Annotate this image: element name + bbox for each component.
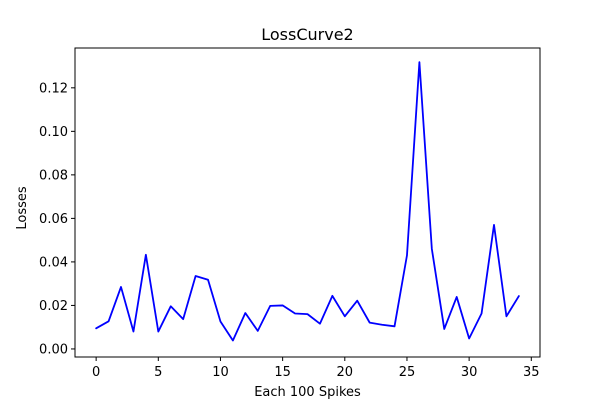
y-tick-label: 0.00 <box>39 342 68 357</box>
x-tick-label: 10 <box>212 365 229 380</box>
x-tick-label: 0 <box>92 365 100 380</box>
x-tick-label: 25 <box>399 365 416 380</box>
x-tick-label: 30 <box>461 365 478 380</box>
y-tick-label: 0.04 <box>39 255 68 270</box>
plot-frame <box>74 47 541 358</box>
y-axis-label: Losses <box>15 186 30 230</box>
y-tick-label: 0.12 <box>39 81 68 96</box>
y-tick-label: 0.02 <box>39 299 68 314</box>
y-tick-label: 0.10 <box>39 125 68 140</box>
x-axis-label: Each 100 Spikes <box>254 385 361 400</box>
x-tick-label: 20 <box>337 365 354 380</box>
y-tick-label: 0.08 <box>39 168 68 183</box>
axes: 0 5 10 15 20 25 30 35 0.00 0.02 0.04 0.06 0.08 0.10 0.… <box>39 47 541 380</box>
x-tick-label: 35 <box>523 365 540 380</box>
chart-title: LossCurve2 <box>261 25 353 44</box>
x-tick-label: 15 <box>274 365 291 380</box>
series-line-0 <box>95 61 520 342</box>
y-tick-label: 0.06 <box>39 212 68 227</box>
x-tick-label: 5 <box>154 365 162 380</box>
plot-area <box>95 61 520 342</box>
